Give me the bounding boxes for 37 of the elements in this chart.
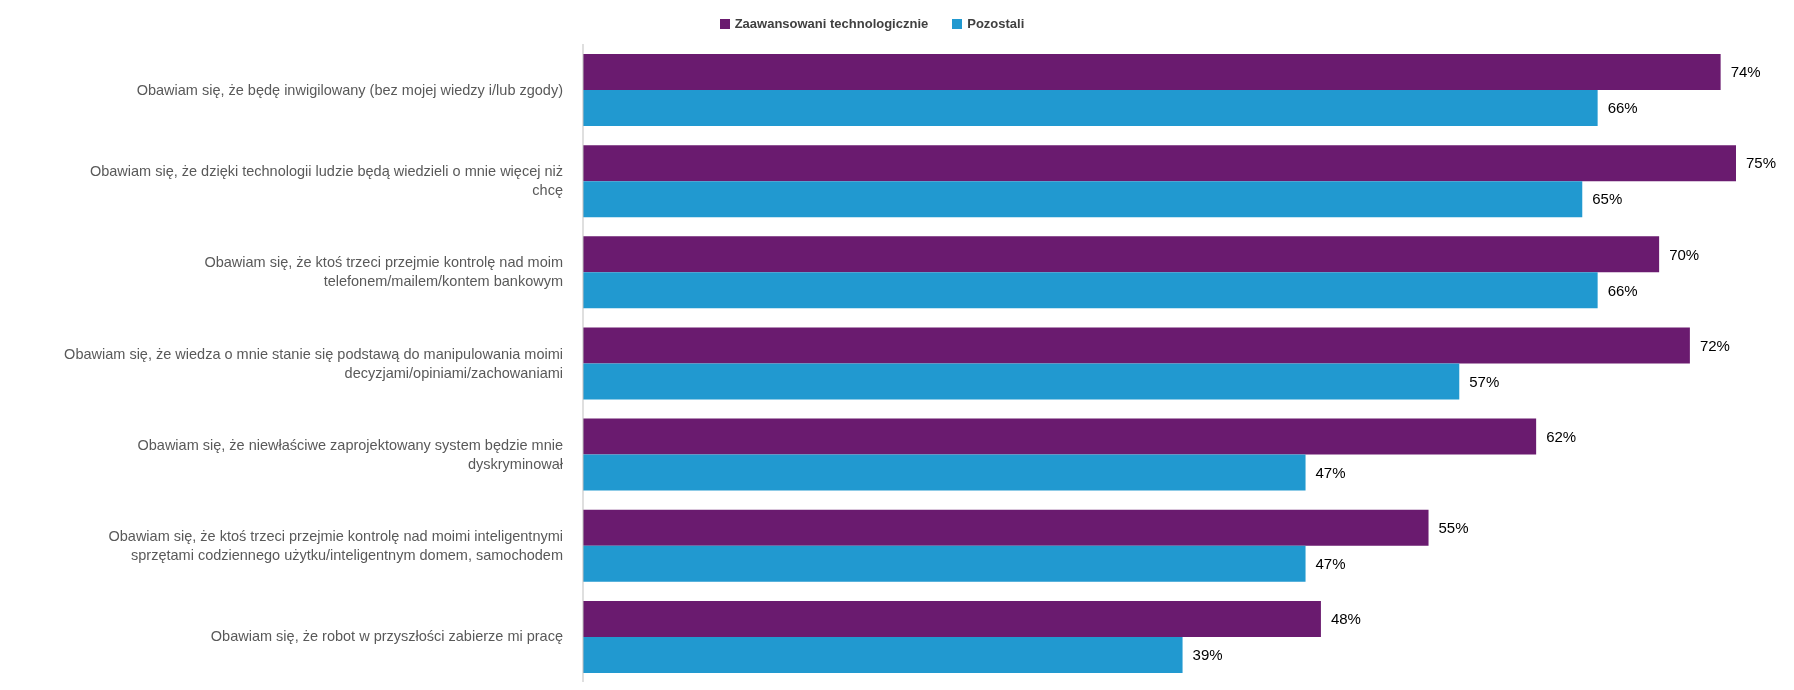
bar [583,181,1583,218]
data-label: 65% [1592,190,1623,208]
y-tick-label: Obawiam się, że będę inwigilowany (bez mojej wiedzy i/lub zgody) [136,81,563,98]
bar [583,636,1183,673]
y-tick-label: Obawiam się, że niewłaściwe zaprojektowany system będzie mnie dyskryminował [137,436,564,472]
data-label: 39% [1192,646,1223,664]
bar [583,363,1460,400]
bar [583,145,1736,182]
bar [583,509,1429,546]
bar [583,454,1306,491]
data-label: 66% [1607,99,1638,117]
data-label: 47% [1315,555,1346,573]
bar [583,236,1660,273]
data-label: 55% [1438,519,1469,537]
y-tick-label: Obawiam się, że ktoś trzeci przejmie kontrolę nad moim telefonem/mailem/kontem bankowym [204,254,563,290]
data-label: 47% [1315,463,1346,481]
data-label: 62% [1546,427,1577,445]
legend-label: Pozostali [966,16,1025,31]
data-label: 48% [1330,610,1361,628]
bar [583,418,1537,455]
bar [583,600,1321,637]
y-tick-label: Obawiam się, że ktoś trzeci przejmie kontrolę nad moimi inteligentnymi sprzętami codziennego użytku/inteligentnym domem, samochodem [108,527,563,563]
data-label: 70% [1669,245,1700,263]
bar [583,54,1721,91]
bar [583,327,1690,364]
y-tick-label: Obawiam się, że robot w przyszłości zabierze mi pracę [210,628,563,645]
data-label: 74% [1730,63,1761,81]
data-label: 72% [1699,336,1730,354]
legend-label: Zaawansowani technologicznie [733,16,929,31]
bar [583,272,1598,309]
data-label: 66% [1607,281,1638,299]
bar [583,90,1598,127]
data-label: 75% [1746,154,1777,172]
y-tick-label: Obawiam się, że wiedza o mnie stanie się podstawą do manipulowania moimi decyzjami/opiniami/zachowaniami [64,345,563,381]
y-tick-label: Obawiam się, że dzięki technologii ludzie będą wiedzieli o mnie więcej niż chcę [89,163,563,199]
data-label: 57% [1469,372,1500,390]
bar [583,545,1306,582]
